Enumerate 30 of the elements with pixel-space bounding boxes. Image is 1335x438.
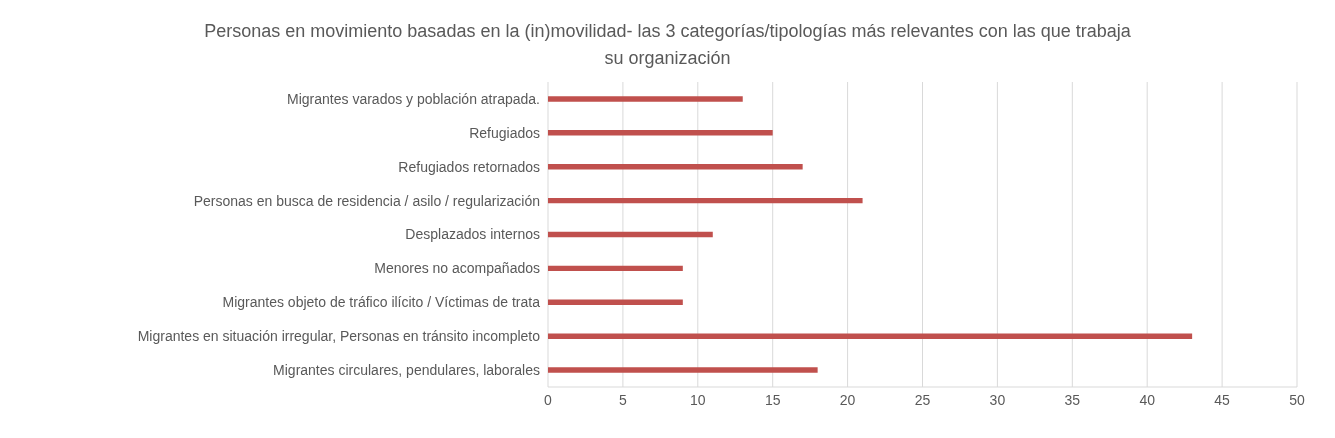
y-tick-label: Migrantes en situación irregular, Personas en tránsito incompleto <box>137 328 541 345</box>
x-tick-label: 0 <box>544 391 553 408</box>
y-tick-label: Refugiados <box>469 124 540 141</box>
y-tick-label: Menores no acompañados <box>374 260 540 277</box>
x-tick-label: 35 <box>1064 391 1081 408</box>
x-tick-label: 10 <box>690 391 706 408</box>
x-tick-label: 25 <box>914 391 931 408</box>
x-tick-label: 15 <box>764 391 781 408</box>
bar <box>548 164 803 170</box>
bar <box>548 231 713 238</box>
bar <box>548 197 863 204</box>
x-tick-label: 50 <box>1289 391 1305 408</box>
y-tick-label: Migrantes varados y población atrapada. <box>287 90 540 107</box>
x-tick-label: 45 <box>1214 391 1231 408</box>
bar <box>548 96 743 102</box>
y-tick-label: Personas en busca de residencia / asilo / regularización <box>193 192 540 209</box>
bar <box>548 265 683 272</box>
x-tick-label: 30 <box>989 391 1006 408</box>
y-tick-label: Refugiados retornados <box>398 158 540 175</box>
y-tick-label: Desplazados internos <box>405 226 540 243</box>
x-tick-label: 20 <box>839 391 856 408</box>
bar <box>548 130 773 136</box>
bar <box>548 367 818 373</box>
chart-title: Personas en movimiento basadas en la (in)movilidad- las 3 categorías/tipologías más relevantes con las que trabaja su organización <box>203 20 1132 70</box>
x-tick-label: 40 <box>1139 391 1156 408</box>
bar <box>548 333 1193 339</box>
y-tick-label: Migrantes objeto de tráfico ilícito / Víctimas de trata <box>222 294 541 311</box>
y-tick-label: Migrantes circulares, pendulares, laborales <box>273 362 540 379</box>
bar <box>548 299 683 305</box>
x-tick-label: 5 <box>619 391 627 408</box>
